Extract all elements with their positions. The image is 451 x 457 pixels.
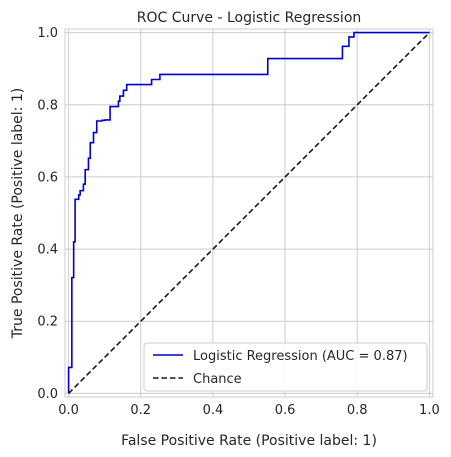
x-tick-label: 0.0: [58, 403, 79, 418]
roc-curve-line: [67, 31, 430, 394]
legend: Logistic Regression (AUC = 0.87) Chance: [143, 342, 428, 392]
y-tick-label: 0.4: [37, 243, 58, 258]
y-tick-label: 0.6: [37, 170, 58, 185]
x-tick-label: 1.0: [419, 403, 440, 418]
chart-title: ROC Curve - Logistic Regression: [137, 10, 362, 26]
y-tick-label: 0.2: [37, 315, 58, 330]
legend-box: [143, 342, 428, 392]
x-tick-label: 0.6: [275, 403, 296, 418]
x-axis-label: False Positive Rate (Positive label: 1): [121, 433, 377, 449]
series-layer: [67, 31, 430, 394]
plot-frame: [64, 28, 434, 398]
x-tick-label: 0.2: [130, 403, 151, 418]
grid: [65, 29, 433, 397]
chance-line: [68, 32, 430, 394]
x-tick-label: 0.4: [203, 403, 224, 418]
legend-entry-logistic-regression: Logistic Regression (AUC = 0.87): [193, 349, 408, 364]
legend-entry-chance: Chance: [193, 372, 242, 387]
y-axis-label: True Positive Rate (Positive label: 1): [10, 88, 26, 339]
y-tick-label: 0.0: [37, 387, 58, 402]
tick-labels: 0.0 0.2 0.4 0.6 0.8 1.0 0.0 0.2 0.4 0.6 0.8 1.0: [37, 26, 439, 418]
y-tick-label: 0.8: [37, 98, 58, 113]
x-tick-label: 0.8: [347, 403, 368, 418]
y-tick-label: 1.0: [37, 26, 58, 41]
